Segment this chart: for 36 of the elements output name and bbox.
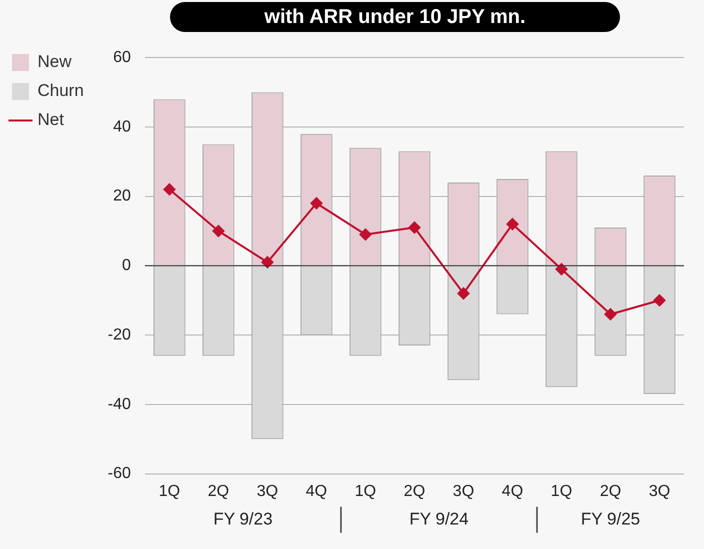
legend-label: Churn xyxy=(38,81,84,100)
y-tick-label: -20 xyxy=(108,326,132,344)
x-tick-label: 1Q xyxy=(158,482,180,500)
x-tick-label: 4Q xyxy=(306,482,328,500)
x-tick-label: 3Q xyxy=(452,482,474,500)
point xyxy=(163,183,176,196)
y-tick-label: -40 xyxy=(108,396,132,413)
legend-label: Net xyxy=(38,110,64,130)
x-tick-label: 2Q xyxy=(404,482,426,500)
x-tick-label: 3Q xyxy=(648,482,670,500)
text: FY 9/25 xyxy=(580,509,640,528)
point xyxy=(555,263,568,276)
y-tick-label: 20 xyxy=(113,188,132,205)
text: FY 9/24 xyxy=(409,509,469,528)
point xyxy=(310,197,322,210)
x-tick-label: 1Q xyxy=(550,482,572,500)
x-tick-label: 3Q xyxy=(256,482,278,500)
point xyxy=(212,225,224,238)
x-tick-label: 1Q xyxy=(354,482,376,500)
y-tick-label: 40 xyxy=(113,118,132,136)
point xyxy=(359,228,372,240)
text: FY 9/23 xyxy=(213,509,273,528)
x-tick-label: 2Q xyxy=(600,482,622,500)
point xyxy=(604,308,616,320)
y-tick-label: -60 xyxy=(108,465,132,482)
x-tick-label: 4Q xyxy=(502,482,524,500)
point xyxy=(408,222,420,234)
y-tick-label: 0 xyxy=(122,257,132,274)
point xyxy=(457,287,470,300)
legend-label: New xyxy=(38,52,72,72)
y-tick-label: 60 xyxy=(113,49,132,66)
point xyxy=(506,218,518,230)
point xyxy=(261,256,274,268)
chart-title: with ARR under 10 JPY mn. xyxy=(170,2,620,32)
point xyxy=(653,294,666,306)
x-tick-label: 2Q xyxy=(208,482,230,500)
